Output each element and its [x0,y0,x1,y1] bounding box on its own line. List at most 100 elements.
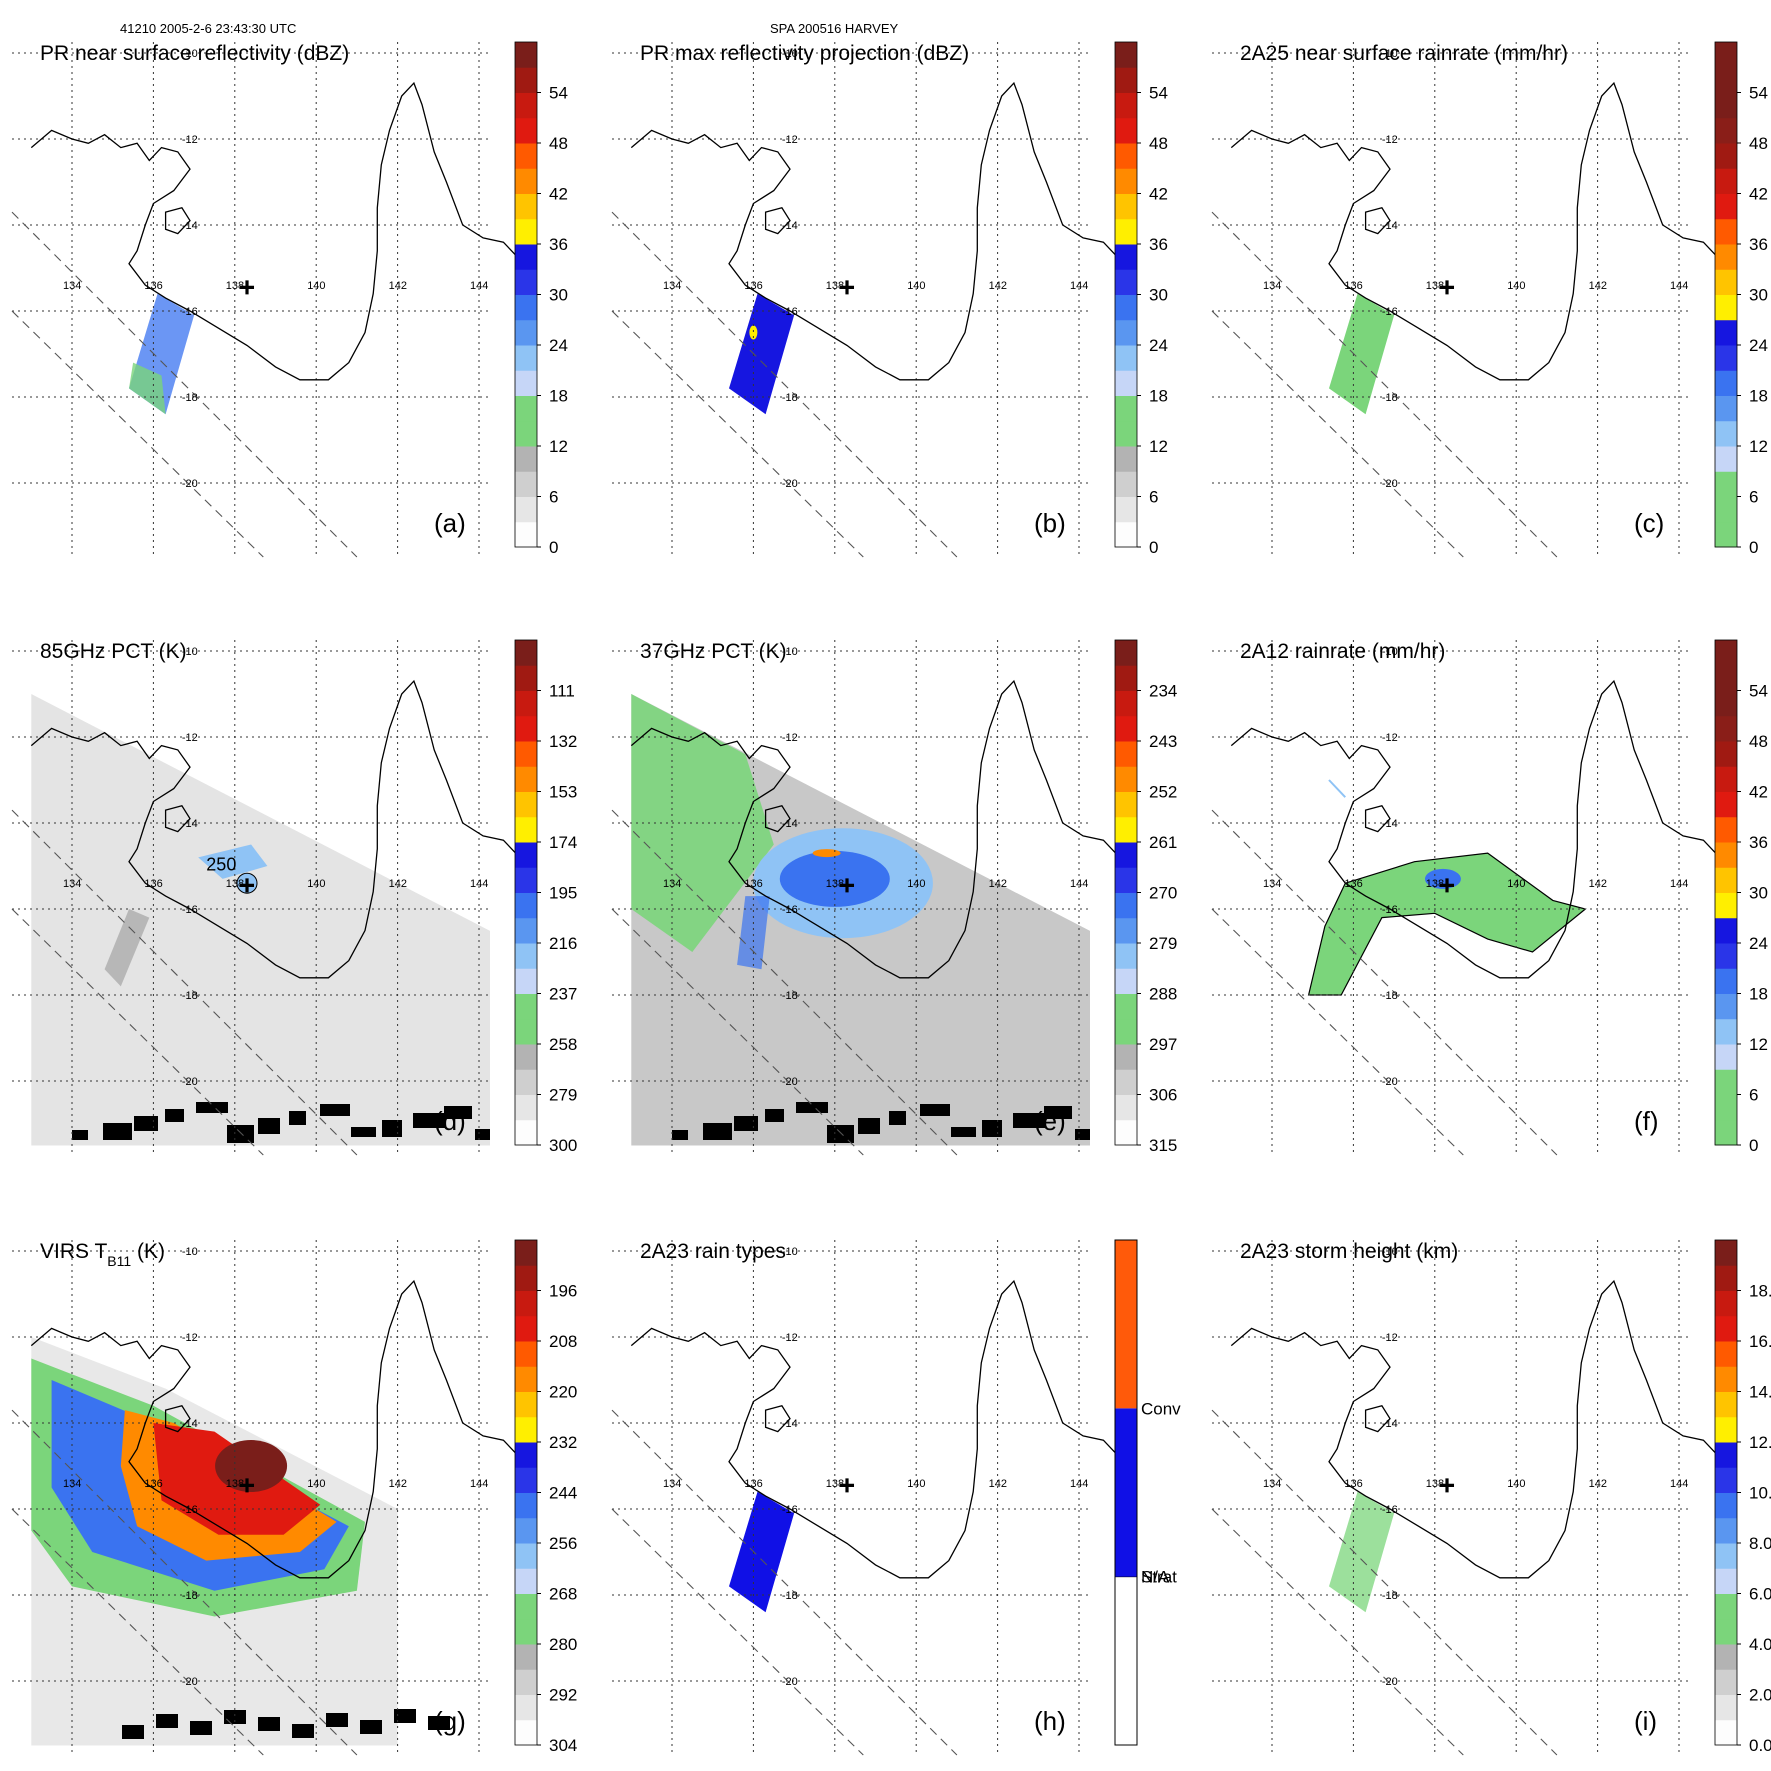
lat-label: -18 [182,392,198,404]
lon-label: 142 [389,280,407,292]
lat-label: -10 [1382,1246,1398,1258]
colorbar-label: 270 [1149,884,1177,903]
lon-label: 134 [663,280,681,292]
colorbar-swatch [515,244,537,270]
colorbar-label: 216 [549,934,577,953]
colorbar-swatch [515,143,537,169]
lat-label: -16 [1382,904,1398,916]
colorbar-swatch [515,345,537,371]
colorbar-swatch [1715,1442,1737,1468]
cold-speckle [765,1109,784,1122]
colorbar-label: 18.0 [1749,1282,1771,1301]
lat-label: -20 [182,478,198,490]
colorbar-swatch [515,816,537,843]
colorbar-swatch [1715,640,1737,666]
colorbar-swatch [1715,42,1737,68]
colorbar-swatch [1715,117,1737,144]
colorbar-swatch [515,1492,537,1519]
coastline [30,679,521,979]
colorbar-label: 36 [549,235,568,254]
cold-speckle [920,1104,950,1116]
panel-h: 134 136 138 140 142 144 -10 -12 -14 -16 -18 -20 2A23… [611,1239,1181,1756]
colorbar-label: 12 [1749,1035,1768,1054]
lat-label: -10 [782,646,798,658]
colorbar-swatch [1715,1593,1737,1620]
coastline [30,81,521,381]
colorbar-swatch [515,842,537,868]
colorbar-swatch [1715,968,1737,994]
colorbar-swatch [515,665,537,691]
lat-label: -10 [182,646,198,658]
colorbar-label: 42 [1749,783,1768,802]
data-layer [1329,1491,1395,1613]
colorbar-swatch [515,1644,537,1670]
colorbar-label: 315 [1149,1136,1177,1155]
colorbar-swatch [515,715,537,742]
colorbar-swatch [515,1290,537,1317]
storm-center-marker [240,878,255,893]
panel-title: VIRS TB11 (K) [40,1240,165,1269]
lon-label: 136 [744,1478,762,1490]
colorbar-swatch [515,1018,537,1045]
colorbar-swatch [1715,917,1737,944]
pr-swath-edge [611,908,864,1156]
lat-label: -14 [782,1418,798,1430]
colorbar-swatch [515,1669,537,1695]
colorbar-label: 6.0 [1749,1585,1771,1604]
colorbar-swatch [1715,143,1737,169]
lat-label: -14 [782,220,798,232]
colorbar-label: N/A [1141,1568,1170,1587]
colorbar-label: 24 [1749,934,1768,953]
lat-label: -12 [1382,732,1398,744]
coastline [1230,679,1721,979]
panel-title: 2A23 rain types [640,1240,786,1263]
colorbar-swatch [515,1265,537,1291]
pr-swath-edge [1211,1508,1464,1756]
colorbar-swatch [1115,345,1137,371]
colorbar-swatch [515,294,537,321]
panel-title: 2A23 storm height (km) [1240,1240,1458,1263]
colorbar-swatch [1715,496,1737,523]
cold-speckle [196,1102,228,1113]
lon-label: 142 [389,878,407,890]
panel-c: 134 136 138 140 142 144 -10 -12 -14 -16 -18 -20 2A25… [1211,41,1768,558]
lat-label: -20 [1382,478,1398,490]
colorbar-swatch [1715,1094,1737,1121]
colorbar-label: 30 [1149,286,1168,305]
colorbar-swatch [1715,1119,1737,1146]
colorbar-label: Strat [1141,1568,1177,1587]
colorbar-swatch [515,690,537,717]
lat-label: -16 [782,904,798,916]
colorbar-swatch [515,471,537,497]
colorbar-swatch [1715,1018,1737,1045]
lat-label: -12 [182,732,198,744]
colorbar-label: 18 [549,387,568,406]
colorbar-swatch [1115,791,1137,818]
colorbar-swatch [515,395,537,422]
colorbar-swatch [1715,294,1737,321]
colorbar-swatch [1115,1018,1137,1045]
lon-label: 134 [63,878,81,890]
coastline [630,1279,1121,1579]
colorbar-swatch [515,1543,537,1569]
lat-label: -16 [182,306,198,318]
colorbar-swatch [515,640,537,666]
colorbar-label: 54 [1149,84,1168,103]
pr-rain-area [1329,1491,1395,1613]
cold-speckle [165,1109,184,1122]
colorbar-label: 48 [1749,134,1768,153]
colorbar-swatch [1115,690,1137,717]
colorbar-swatch [515,1119,537,1146]
colorbar-label: 252 [1149,783,1177,802]
colorbar-swatch [515,1694,537,1721]
island-coast [1364,805,1391,833]
lon-label: 142 [1589,280,1607,292]
colorbar-swatch [515,218,537,245]
colorbar-label: 42 [1749,185,1768,204]
colorbar-swatch [1115,842,1137,868]
colorbar-label: 30 [549,286,568,305]
lon-label: 138 [226,280,244,292]
lon-label: 134 [63,1478,81,1490]
lon-label: 136 [1344,1478,1362,1490]
pr-swath-edge [11,310,264,558]
